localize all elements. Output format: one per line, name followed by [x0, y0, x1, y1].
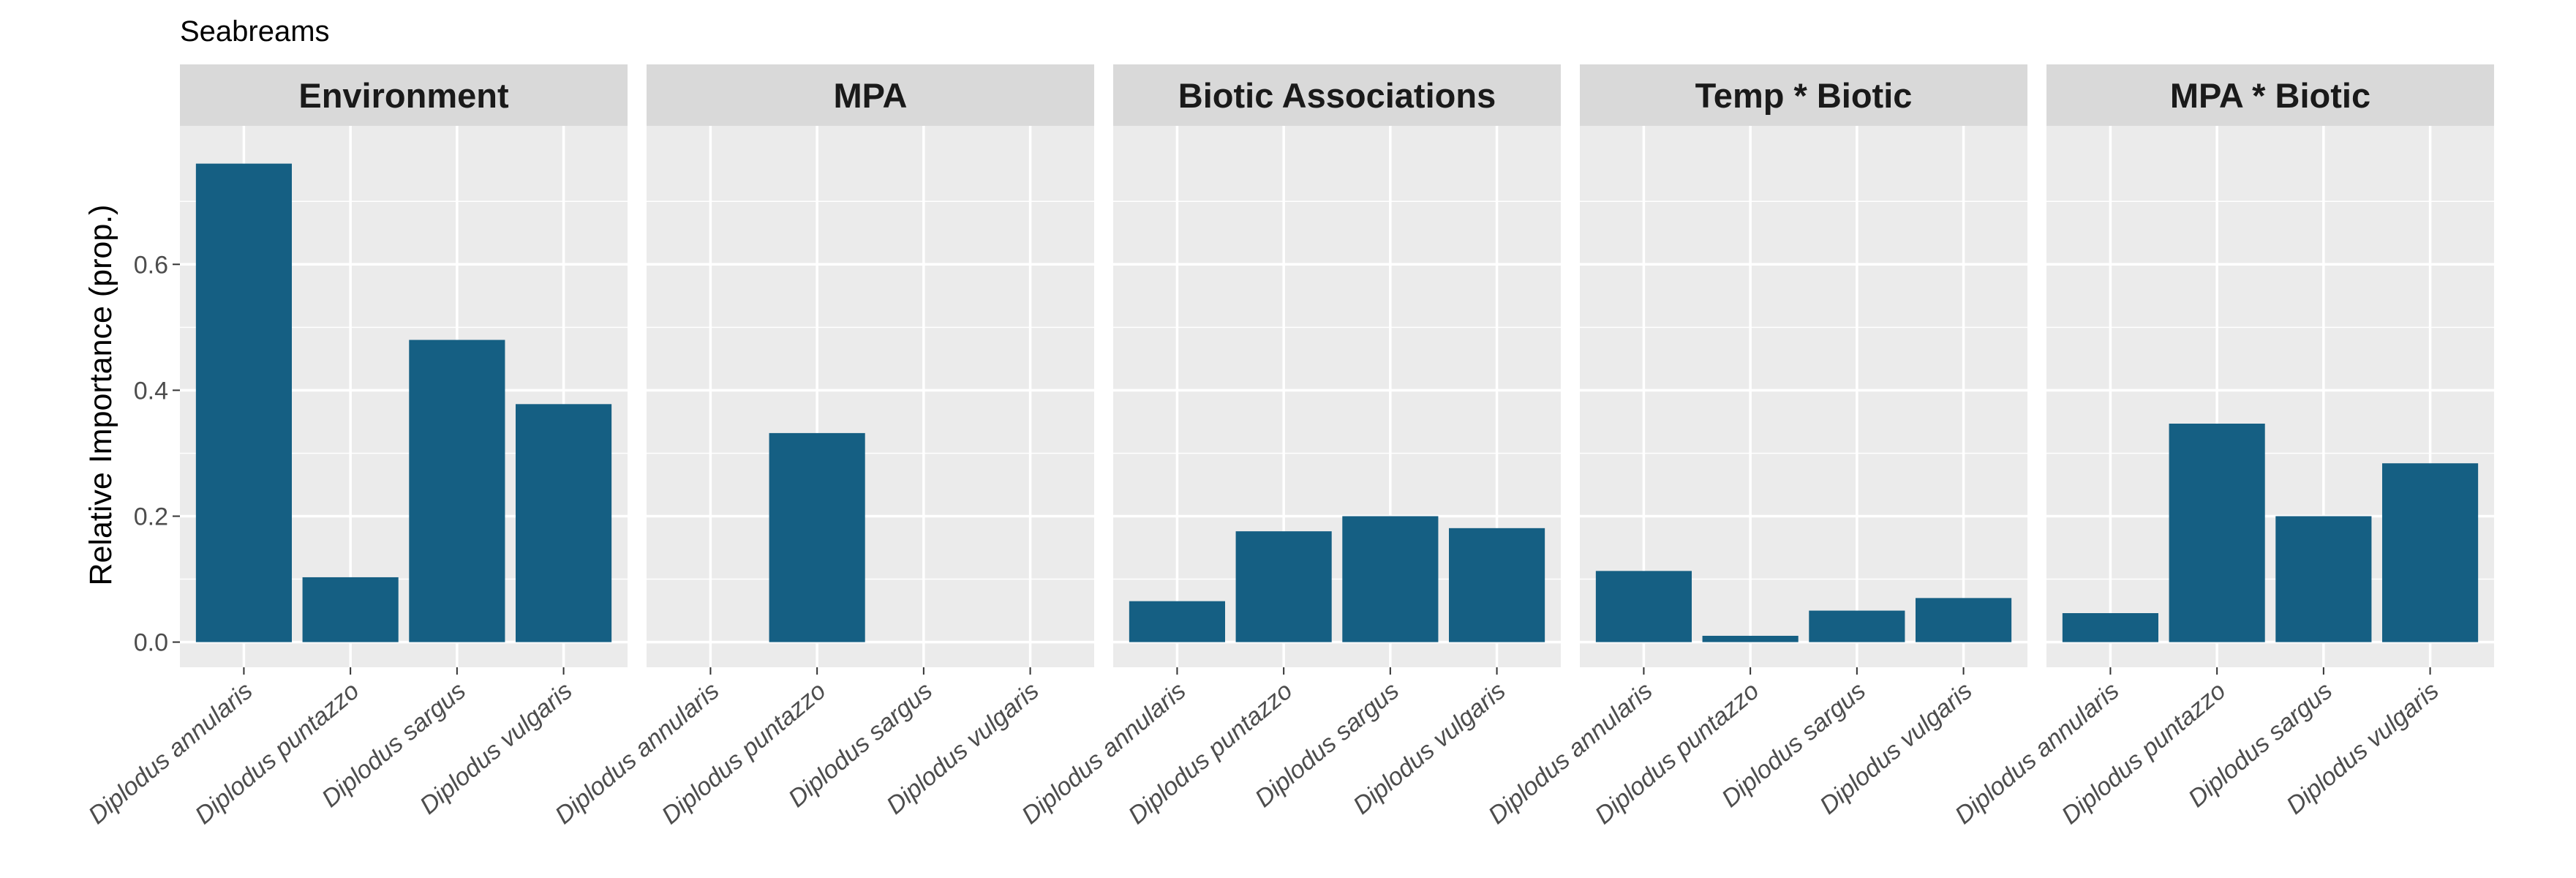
bar — [2062, 613, 2158, 642]
facet-strip — [1113, 64, 1561, 126]
facet-strip-label: Biotic Associations — [1178, 76, 1496, 115]
bar — [1342, 516, 1439, 642]
bar — [2382, 463, 2479, 642]
y-tick-label: 0.6 — [134, 251, 168, 279]
facet-strip-label: MPA * Biotic — [2170, 76, 2370, 115]
facet-strip — [647, 64, 1094, 126]
panel-background — [647, 126, 1094, 667]
bar — [769, 432, 865, 642]
facet-strip-label: Environment — [298, 76, 509, 115]
bar — [195, 163, 292, 642]
bar — [516, 404, 612, 642]
bar — [1595, 571, 1692, 642]
chart-title: Seabreams — [180, 15, 330, 48]
bar — [1129, 601, 1225, 642]
y-axis-ticks: 0.0 0.2 0.4 0.6 — [134, 251, 180, 657]
facet-strip — [180, 64, 628, 126]
bar — [1809, 610, 1905, 642]
y-tick-label: 0.2 — [134, 503, 168, 530]
bar — [2169, 424, 2265, 642]
bar — [302, 577, 399, 642]
bar — [1449, 528, 1545, 642]
facet-strip — [2046, 64, 2494, 126]
facet-strip-label: Temp * Biotic — [1695, 76, 1913, 115]
y-tick-label: 0.4 — [134, 377, 168, 405]
facet-strip-label: MPA — [834, 76, 908, 115]
y-tick-label: 0.0 — [134, 629, 168, 657]
bar — [1235, 531, 1332, 642]
bar — [1702, 635, 1799, 642]
y-axis-label: Relative Importance (prop.) — [83, 205, 118, 586]
bar — [409, 339, 505, 642]
bar — [2275, 516, 2372, 642]
bar — [1916, 598, 2012, 642]
facet-strip — [1580, 64, 2027, 126]
